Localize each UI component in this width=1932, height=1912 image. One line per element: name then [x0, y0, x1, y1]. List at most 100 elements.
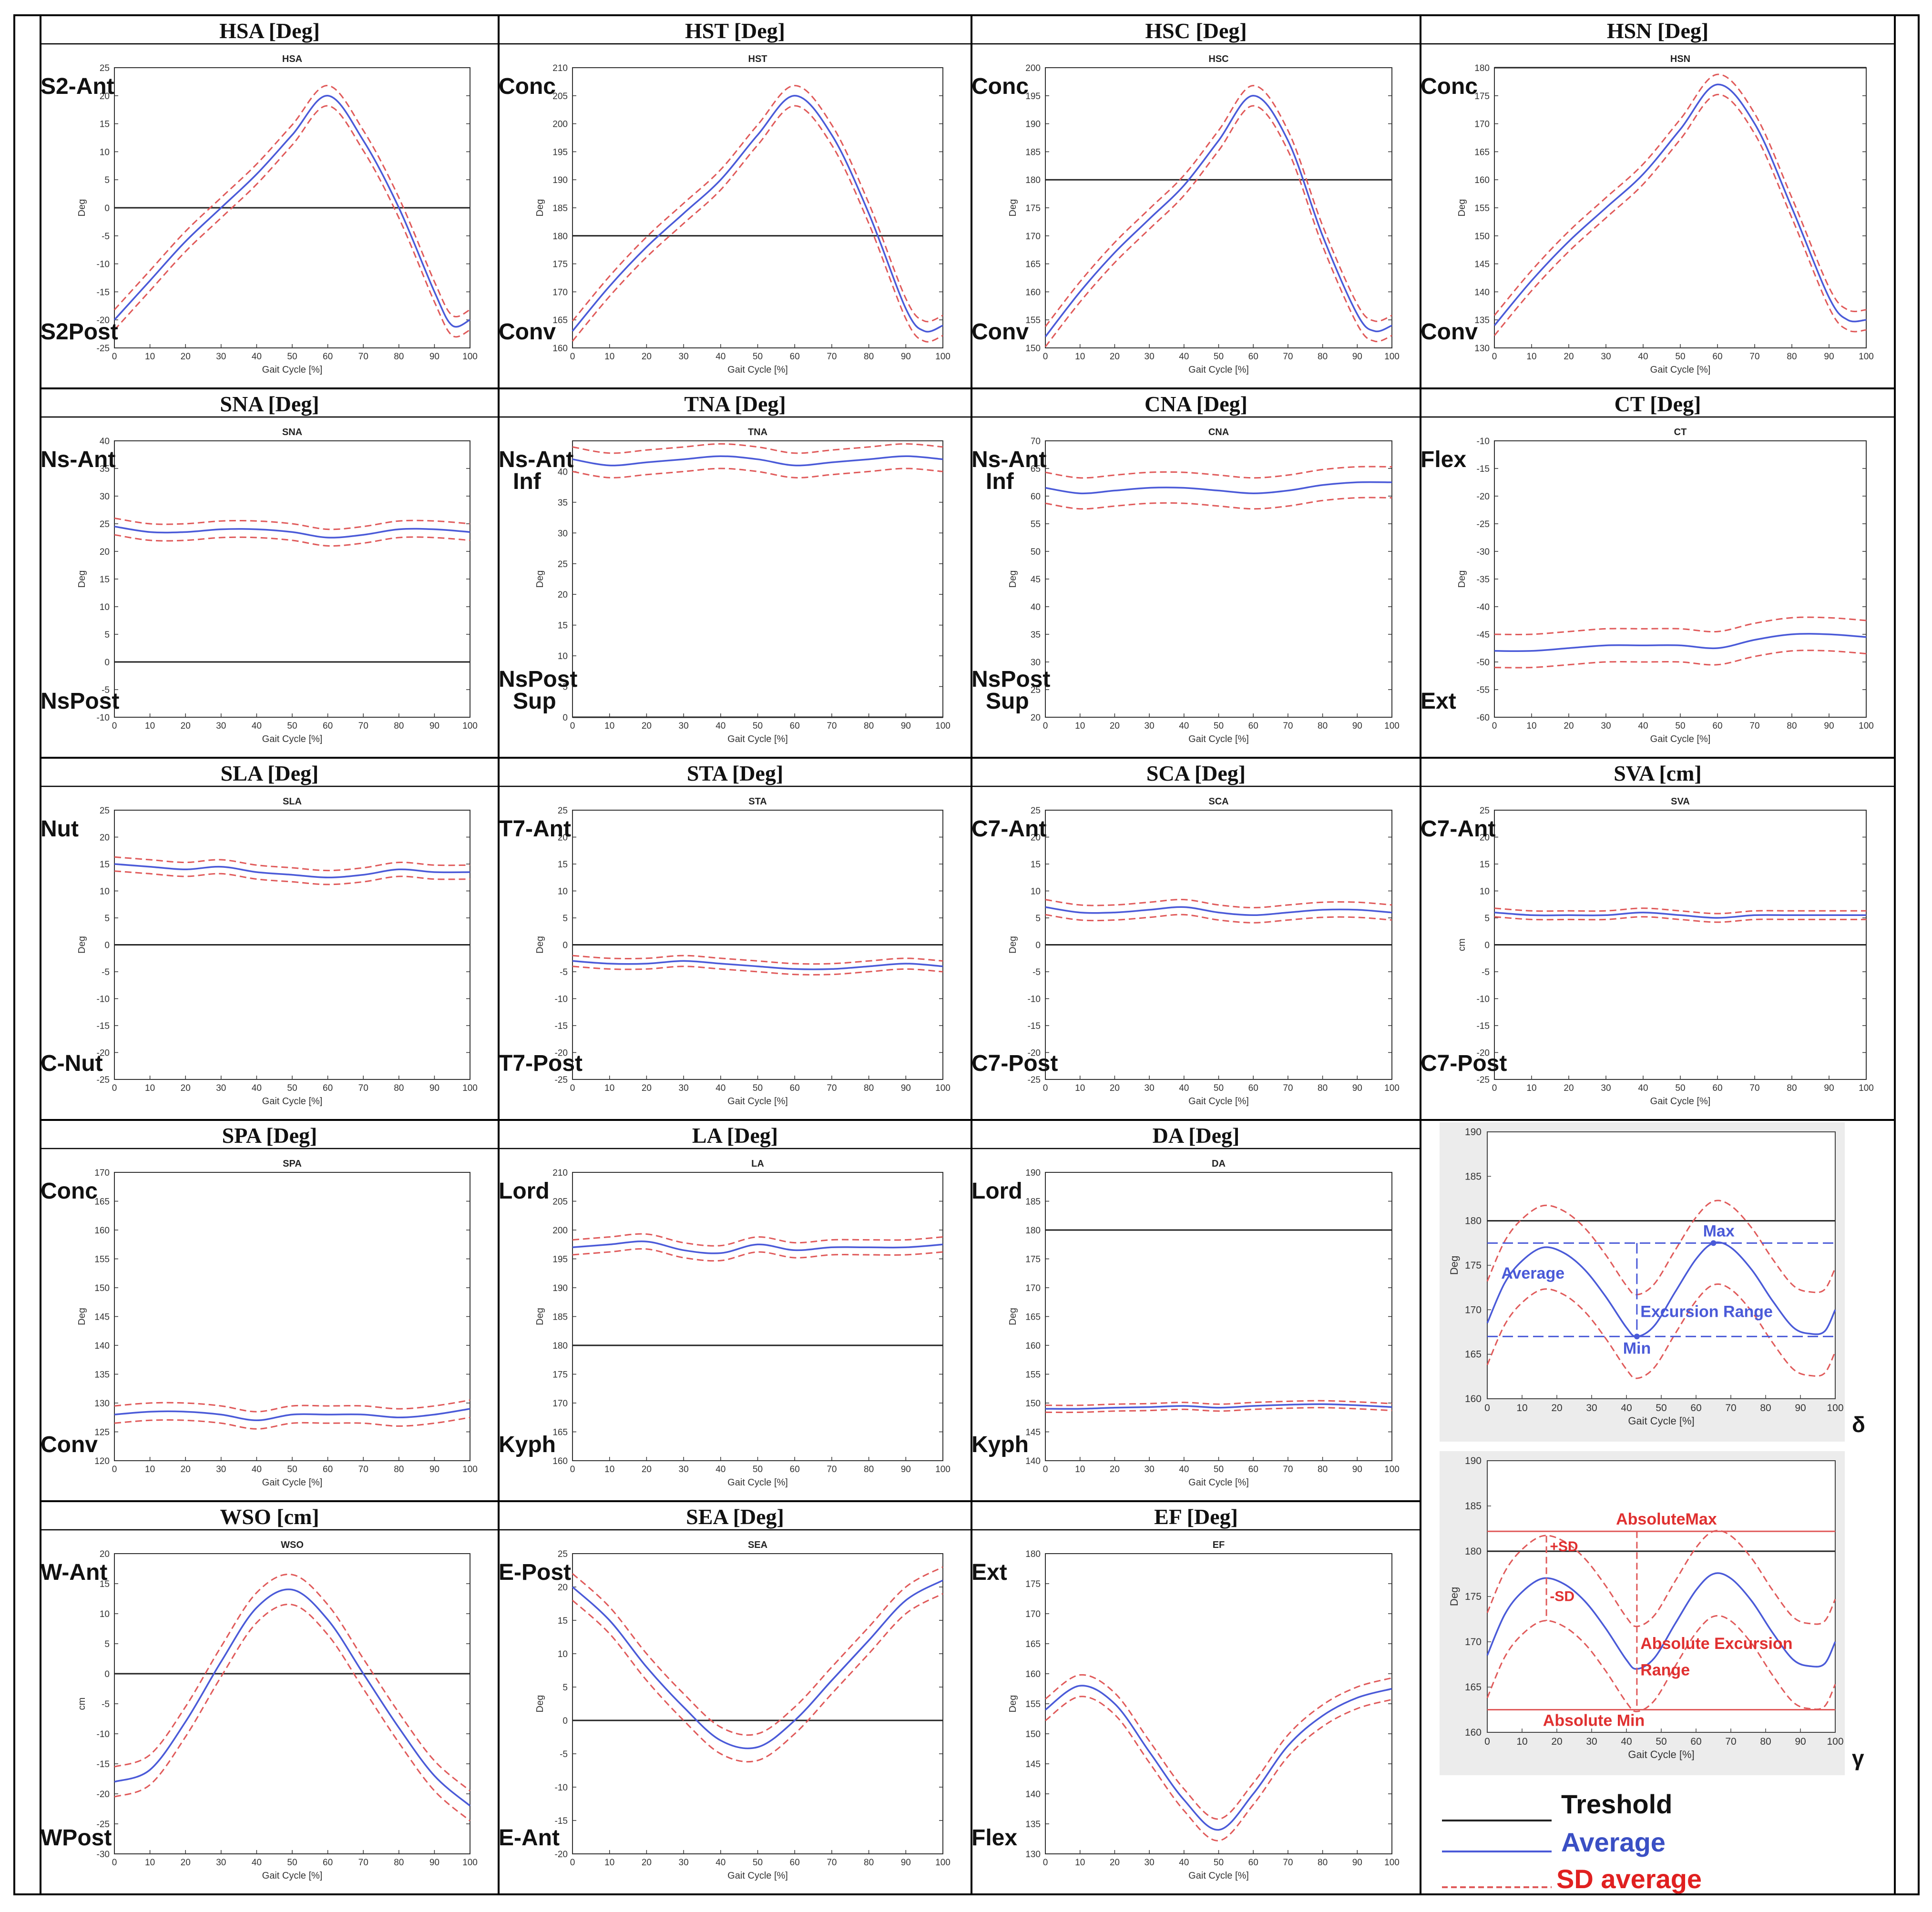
top-direction-label: Nut	[41, 816, 79, 842]
x-tick-label: 20	[1551, 1403, 1562, 1414]
y-tick-label: -10	[97, 713, 110, 723]
y-tick-label: 180	[552, 232, 568, 242]
table-borders	[13, 14, 1920, 1895]
x-tick-label: 10	[604, 1083, 614, 1093]
bottom-direction-label: NsPost	[499, 667, 577, 692]
y-tick-label: 20	[100, 547, 110, 557]
x-tick-label: 30	[1145, 1465, 1155, 1475]
x-tick-label: 90	[1352, 1858, 1362, 1868]
x-axis-label: Gait Cycle [%]	[727, 1096, 788, 1107]
x-tick-label: 100	[1859, 352, 1874, 362]
x-tick-label: 50	[1214, 721, 1224, 731]
x-tick-label: 20	[1110, 721, 1120, 731]
chart-header-name: EF	[1154, 1505, 1187, 1529]
x-tick-label: 50	[1675, 352, 1685, 362]
y-tick-label: 15	[100, 860, 110, 870]
bottom-direction-label: Flex	[971, 1825, 1017, 1851]
x-tick-label: 40	[252, 1465, 262, 1475]
y-tick-label: 25	[558, 559, 568, 570]
x-tick-label: 50	[287, 1465, 297, 1475]
plot-title: HSN	[1670, 54, 1690, 64]
y-tick-label: 0	[562, 713, 568, 723]
sd-upper-line	[572, 443, 943, 454]
y-tick-label: 160	[1025, 1341, 1041, 1351]
sd-upper-line	[572, 85, 943, 323]
x-tick-label: 40	[1179, 721, 1189, 731]
x-tick-label: 70	[358, 352, 368, 362]
y-tick-label: 0	[104, 658, 110, 668]
y-tick-label: -55	[1477, 685, 1490, 695]
top-direction-label: C7-Ant	[1421, 816, 1495, 842]
chart-header-unit: [Deg]	[269, 19, 320, 43]
y-tick-label: -15	[1477, 464, 1490, 474]
x-axis-label: Gait Cycle [%]	[1188, 365, 1249, 375]
y-tick-label: 25	[100, 519, 110, 529]
y-tick-label: 185	[1465, 1501, 1482, 1512]
y-tick-label: 135	[94, 1370, 110, 1380]
y-tick-label: 160	[1465, 1727, 1482, 1738]
x-tick-label: 50	[1214, 1083, 1224, 1093]
y-axis-label: Deg	[1008, 936, 1018, 954]
y-tick-label: -10	[97, 995, 110, 1005]
y-tick-label: 135	[1025, 1820, 1041, 1830]
x-tick-label: 70	[358, 721, 368, 731]
sd-upper-line	[1045, 466, 1392, 479]
chart-header: WSO [cm]	[220, 1505, 319, 1529]
y-tick-label: 180	[552, 1341, 568, 1351]
y-tick-label: 210	[552, 63, 568, 73]
x-tick-label: 40	[716, 1465, 726, 1475]
y-tick-label: 175	[1025, 1255, 1041, 1265]
y-axis-label: cm	[77, 1698, 87, 1710]
x-axis-label: Gait Cycle [%]	[1628, 1415, 1694, 1427]
x-tick-label: 10	[604, 352, 614, 362]
plot-frame	[114, 1553, 470, 1854]
x-tick-label: 20	[181, 1858, 191, 1868]
bottom-direction-label: Kyph	[499, 1432, 556, 1457]
x-tick-label: 80	[1318, 1083, 1328, 1093]
sd-lower-line	[114, 1603, 470, 1821]
x-tick-label: 10	[1526, 721, 1536, 731]
y-tick-label: 20	[100, 833, 110, 843]
y-tick-label: 25	[558, 806, 568, 816]
y-axis-label: Deg	[77, 570, 87, 588]
bottom-direction-label: Conv	[971, 319, 1029, 345]
y-tick-label: -25	[555, 1075, 568, 1085]
plot-frame	[572, 67, 943, 348]
y-tick-label: 15	[1480, 860, 1490, 870]
sd-lower-line	[1045, 1696, 1392, 1841]
average-line	[1045, 1403, 1392, 1410]
y-tick-label: 170	[552, 1399, 568, 1409]
y-tick-label: 150	[94, 1283, 110, 1293]
plot-title: HST	[748, 54, 767, 64]
minus-sd-annotation: -SD	[1550, 1589, 1574, 1605]
chart-header-unit: [Deg]	[734, 19, 785, 43]
sd-lower-line	[1486, 1615, 1836, 1712]
x-tick-label: 20	[1110, 1083, 1120, 1093]
sd-lower-line	[1045, 497, 1392, 510]
bottom-direction-label: Conv	[1421, 319, 1478, 345]
sd-upper-line	[572, 1233, 943, 1247]
y-tick-label: 25	[1031, 685, 1041, 695]
x-tick-label: 40	[716, 1083, 726, 1093]
x-axis-label: Gait Cycle [%]	[262, 1871, 323, 1881]
x-tick-label: 0	[570, 1083, 575, 1093]
y-tick-label: -5	[1482, 967, 1490, 977]
plot-title: SNA	[282, 427, 302, 437]
panel-marker: γ	[1852, 1746, 1864, 1770]
x-tick-label: 40	[1638, 1083, 1648, 1093]
y-tick-label: 155	[1025, 1699, 1041, 1709]
y-axis-label: Deg	[1008, 199, 1018, 217]
chart-header: CT [Deg]	[1615, 392, 1701, 416]
x-axis-label: Gait Cycle [%]	[1188, 1096, 1249, 1107]
x-tick-label: 0	[570, 1858, 575, 1868]
y-tick-label: 10	[1480, 887, 1490, 897]
chart-header-unit: [Deg]	[727, 1123, 778, 1148]
sd-upper-line	[1494, 616, 1867, 635]
y-tick-label: -20	[1028, 1048, 1041, 1058]
plot-frame	[1045, 67, 1392, 348]
chart-panel-hst: HST [Deg]HST1601651701751801851901952002…	[499, 19, 951, 375]
sd-lower-line	[572, 105, 943, 343]
y-tick-label: 180	[1465, 1216, 1482, 1227]
chart-header-name: WSO	[220, 1505, 276, 1529]
